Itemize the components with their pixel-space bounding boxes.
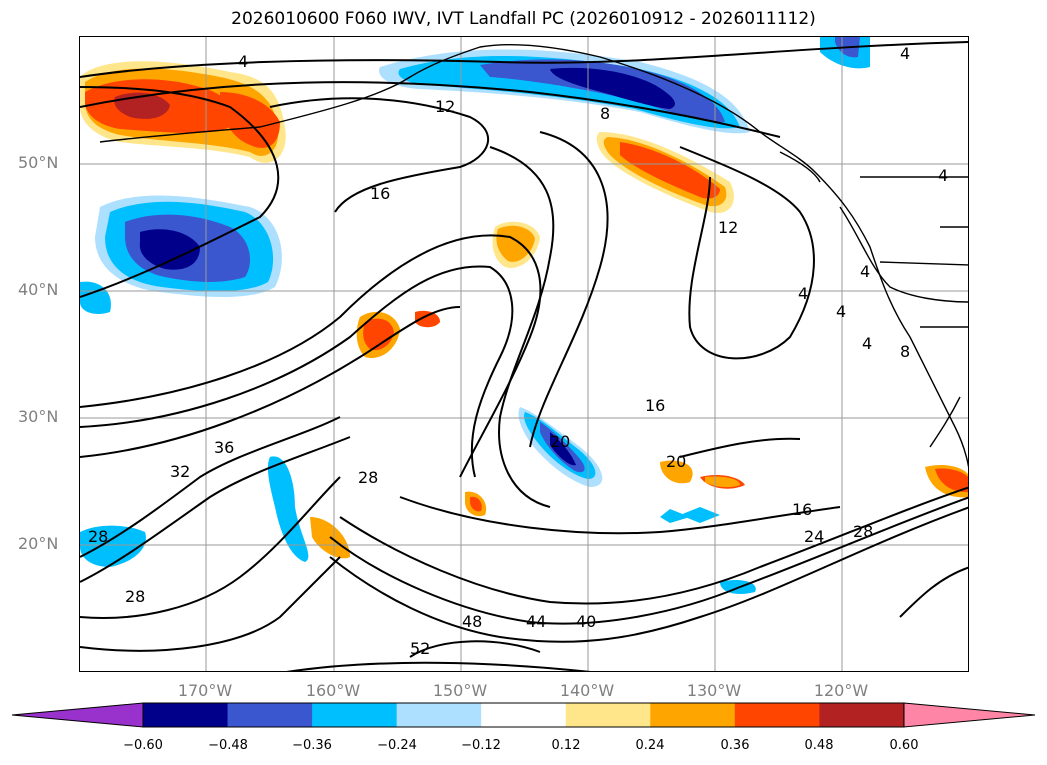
colorbar-tick: −0.12 — [461, 738, 501, 753]
colorbar-extend-low — [11, 702, 144, 728]
map-title: 2026010600 F060 IWV, IVT Landfall PC (20… — [231, 9, 816, 29]
lat-label-40n: 40°N — [18, 280, 59, 299]
contour-label: 20 — [666, 452, 686, 471]
contour-label: 8 — [900, 342, 910, 361]
contour-label: 16 — [370, 184, 390, 203]
graticule — [80, 37, 968, 671]
colorbar-segment — [734, 703, 820, 727]
coastline — [99, 44, 968, 468]
contour-label: 8 — [600, 104, 610, 123]
colorbar-extend-high — [903, 702, 1036, 728]
contour-label: 44 — [526, 612, 546, 631]
colorbar-segment — [565, 703, 651, 727]
lon-label-120w: 120°W — [813, 681, 869, 700]
shading-layer — [80, 37, 968, 594]
colorbar-outline — [142, 702, 905, 728]
colorbar-segment — [481, 703, 567, 727]
lon-label-130w: 130°W — [686, 681, 742, 700]
map-canvas: 4 12 8 4 4 16 12 4 4 4 4 8 16 36 32 28 2… — [80, 37, 968, 671]
contour-label: 4 — [798, 284, 808, 303]
contour-label: 4 — [238, 52, 248, 71]
colorbar-tick: −0.24 — [377, 738, 417, 753]
contour-label: 12 — [435, 97, 455, 116]
contour-label: 32 — [170, 462, 190, 481]
colorbar-segment — [650, 703, 736, 727]
contour-label: 28 — [88, 527, 108, 546]
contour-label: 28 — [853, 522, 873, 541]
colorbar-tick: 0.24 — [635, 738, 665, 753]
contour-label: 16 — [645, 396, 665, 415]
lat-label-20n: 20°N — [18, 534, 59, 553]
contour-label: 24 — [804, 527, 824, 546]
contour-label: 52 — [410, 639, 430, 658]
lon-label-150w: 150°W — [432, 681, 488, 700]
colorbar-segment — [396, 703, 482, 727]
iwv-contours — [80, 41, 968, 671]
colorbar-tick: −0.48 — [208, 738, 248, 753]
contour-label: 12 — [718, 218, 738, 237]
contour-label: 4 — [860, 262, 870, 281]
colorbar-segments — [11, 702, 1036, 728]
colorbar-tick: −0.36 — [292, 738, 332, 753]
colorbar-tick: −0.60 — [123, 738, 163, 753]
colorbar-segment — [819, 703, 905, 727]
contour-label: 4 — [836, 302, 846, 321]
contour-label: 4 — [938, 166, 948, 185]
lat-label-50n: 50°N — [18, 153, 59, 172]
contour-label: 16 — [792, 500, 812, 519]
colorbar-segment — [143, 703, 229, 727]
contour-label: 4 — [900, 44, 910, 63]
contour-label: 20 — [550, 432, 570, 451]
lon-label-140w: 140°W — [559, 681, 615, 700]
contour-label: 4 — [862, 334, 872, 353]
contour-label: 28 — [358, 468, 378, 487]
colorbar — [11, 702, 1036, 728]
contour-label: 28 — [125, 587, 145, 606]
colorbar-tick: 0.48 — [804, 738, 834, 753]
contour-label: 48 — [462, 612, 482, 631]
colorbar-tick: 0.12 — [551, 738, 581, 753]
colorbar-tick: 0.36 — [720, 738, 750, 753]
map-panel: 4 12 8 4 4 16 12 4 4 4 4 8 16 36 32 28 2… — [79, 36, 969, 672]
colorbar-tick: 0.60 — [889, 738, 919, 753]
lon-label-170w: 170°W — [177, 681, 233, 700]
lon-label-160w: 160°W — [305, 681, 361, 700]
lat-label-30n: 30°N — [18, 407, 59, 426]
contour-labels: 4 12 8 4 4 16 12 4 4 4 4 8 16 36 32 28 2… — [88, 44, 948, 658]
contour-label: 40 — [576, 612, 596, 631]
contour-label: 36 — [214, 438, 234, 457]
colorbar-segment — [227, 703, 313, 727]
colorbar-segment — [312, 703, 398, 727]
